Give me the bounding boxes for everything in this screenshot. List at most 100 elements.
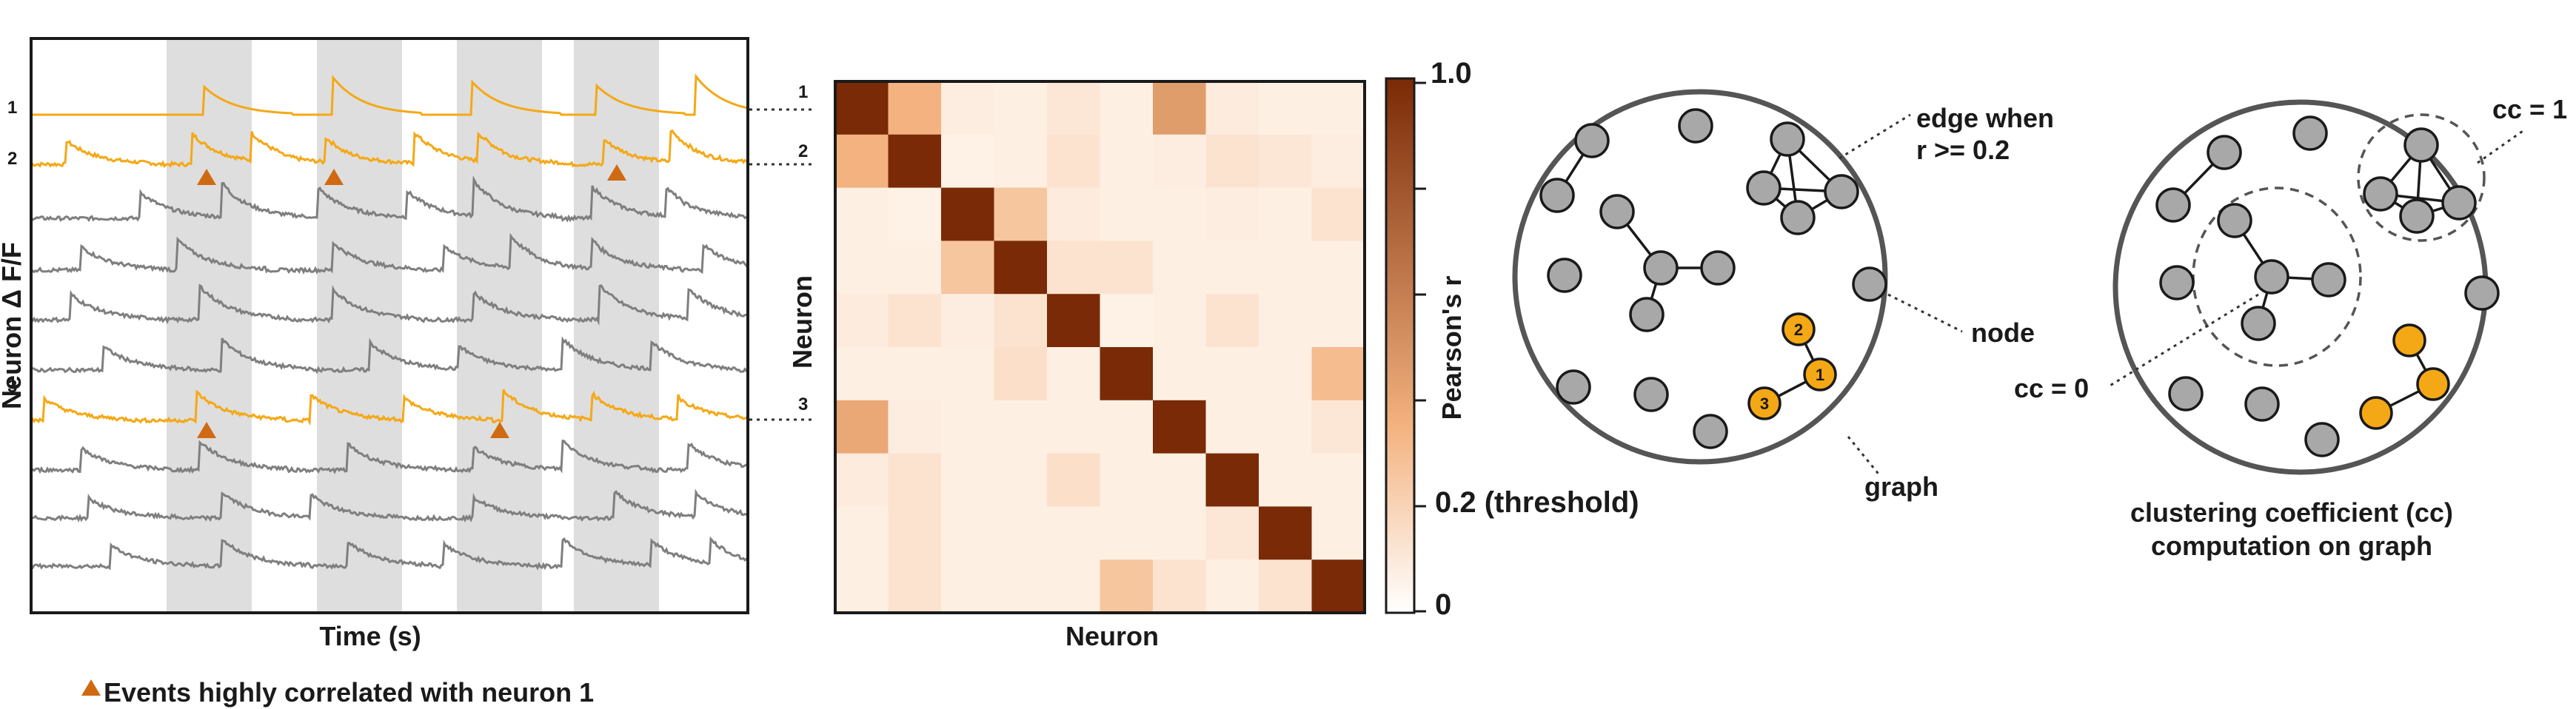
cc-zero-label: cc = 0 — [2014, 373, 2089, 403]
traces-panel: 1 2 3 Neuron Δ F/F Time (s) Events highl… — [0, 37, 749, 708]
heatmap-cell — [1047, 506, 1101, 560]
heatmap-cell — [1311, 294, 1365, 348]
heatmap-cell — [941, 294, 995, 348]
callout-cc-one — [2477, 128, 2526, 164]
heatmap-cell — [1311, 506, 1365, 560]
heatmap-cell — [888, 506, 942, 560]
cc-panel: cc = 1 cc = 0 clustering coefficient (cc… — [2014, 94, 2567, 561]
node — [2304, 422, 2340, 457]
heatmap-cell — [1100, 187, 1154, 241]
node — [2464, 275, 2500, 311]
node — [1693, 414, 1728, 449]
callout-edge — [1839, 113, 1911, 160]
event-markers — [197, 164, 626, 438]
node — [1547, 258, 1582, 293]
graph-nodes — [1539, 108, 1887, 449]
node — [1539, 178, 1575, 213]
heatmap-cell — [1153, 506, 1207, 560]
colorbar-tick-top: 1.0 — [1431, 57, 1472, 90]
heatmap-cell — [835, 187, 889, 241]
node-highlight — [2359, 396, 2393, 430]
heatmap-cell — [835, 134, 889, 189]
node — [2254, 259, 2289, 295]
heatmap-cell — [1047, 560, 1101, 614]
node — [1599, 194, 1635, 229]
heatmap-cell — [941, 241, 995, 295]
heatmap-cell — [1153, 294, 1207, 348]
node — [2311, 262, 2346, 298]
heatmap-cell — [1205, 187, 1259, 241]
matrix-row-label-2: 2 — [798, 141, 808, 161]
node — [2217, 203, 2252, 238]
heatmap-cell — [941, 400, 995, 454]
node-label: node — [1971, 317, 2035, 348]
shade-band — [167, 38, 252, 613]
heatmap-cell — [994, 347, 1048, 401]
heatmap-cell — [1311, 134, 1365, 189]
heatmap-cell — [1100, 241, 1154, 295]
heatmap-cell — [835, 506, 889, 560]
node-highlight-2 — [1782, 312, 1816, 346]
callout-graph — [1847, 436, 1882, 477]
heatmap-cell — [1047, 241, 1101, 295]
heatmap-cell — [1205, 134, 1259, 189]
heatmap-cell — [835, 453, 889, 507]
heatmap-cell — [1205, 400, 1259, 454]
graph-edges — [1556, 138, 1843, 405]
heatmap-cell — [1047, 187, 1101, 241]
heatmap-cell — [941, 187, 995, 241]
matrix-panel: Neuron Neuron 1.0 0.2 (threshold) 0 Pear… — [787, 57, 1639, 651]
heatmap-cell — [888, 294, 942, 348]
matrix-frame — [834, 80, 1366, 614]
heatmap-cell — [1259, 560, 1313, 614]
node-number-3: 3 — [1760, 394, 1769, 413]
heatmap-cell — [1205, 241, 1259, 295]
trace-row-label-2: 2 — [7, 149, 17, 169]
heatmap-cell — [1311, 81, 1365, 135]
highlight-nodes: 2 1 3 — [1747, 312, 1837, 420]
trace-gray — [31, 175, 748, 223]
heatmap-cell — [1311, 241, 1365, 295]
heatmap-cell — [1205, 347, 1259, 401]
heatmap-cell — [1153, 81, 1207, 135]
heatmap-cell — [888, 134, 942, 189]
heatmap-cell — [994, 187, 1048, 241]
heatmap-cells — [835, 81, 1365, 614]
shade-band — [317, 38, 402, 613]
heatmap-cell — [1100, 347, 1154, 401]
heatmap-cell — [1153, 453, 1207, 507]
event-marker-triangle-icon — [197, 422, 216, 438]
node-number-1: 1 — [1816, 366, 1824, 384]
heatmap-cell — [1100, 294, 1154, 348]
heatmap-cell — [1153, 241, 1207, 295]
heatmap-cell — [1205, 453, 1259, 507]
heatmap-cell — [835, 241, 889, 295]
cc-one-label: cc = 1 — [2492, 94, 2567, 124]
heatmap-cell — [1047, 81, 1101, 135]
heatmap-cell — [1100, 560, 1154, 614]
cc-nodes — [2155, 115, 2500, 457]
node — [2403, 127, 2439, 163]
node — [2155, 187, 2191, 223]
graph-callouts — [1839, 113, 1963, 477]
heatmap-cell — [835, 294, 889, 348]
node — [1700, 250, 1736, 286]
heatmap-cell — [1047, 347, 1101, 401]
heatmap-cell — [1259, 294, 1313, 348]
heatmap-cell — [1047, 453, 1101, 507]
matrix-x-label: Neuron — [1065, 621, 1159, 651]
node — [2292, 115, 2328, 151]
trace-row-label-1: 1 — [7, 98, 17, 118]
trace-gray — [31, 439, 748, 474]
edge-label-line2: r >= 0.2 — [1916, 135, 2010, 165]
traces-legend: Events highly correlated with neuron 1 — [104, 677, 594, 708]
node — [2399, 198, 2435, 234]
colorbar: 1.0 0.2 (threshold) 0 Pearson's r — [1385, 57, 1639, 621]
heatmap-cell — [1205, 294, 1259, 348]
node — [1633, 377, 1669, 412]
heatmap-cell — [1259, 506, 1313, 560]
trace-highlight — [31, 73, 748, 116]
edge-label-line1: edge when — [1916, 103, 2054, 133]
node — [1643, 250, 1679, 286]
heatmap-cell — [1100, 400, 1154, 454]
